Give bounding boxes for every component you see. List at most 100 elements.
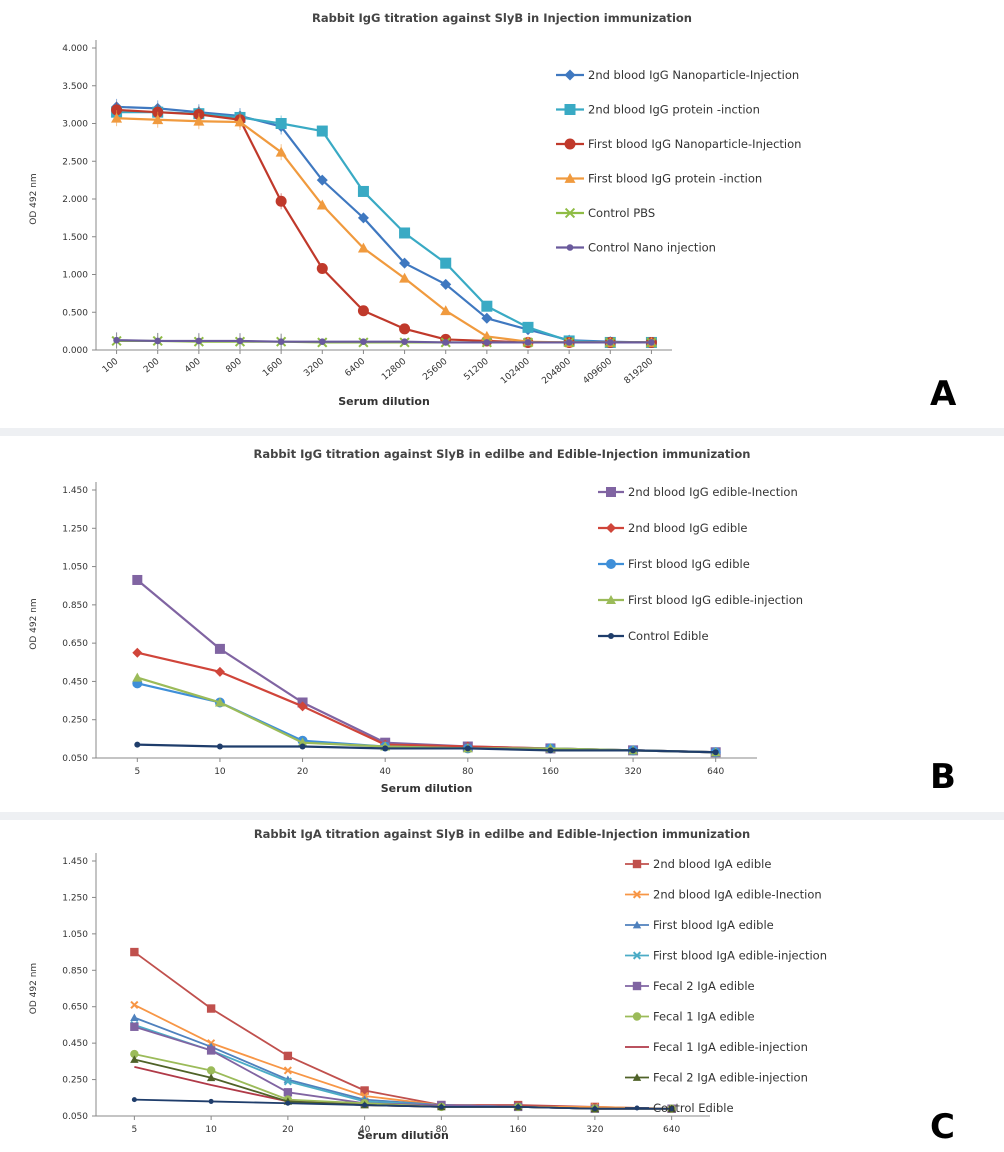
data-point	[152, 114, 164, 125]
legend-swatch-marker	[632, 1073, 642, 1081]
data-point	[316, 125, 328, 137]
data-point	[131, 1097, 137, 1103]
data-point	[440, 278, 452, 290]
x-tick-label: 320	[586, 1125, 603, 1135]
legend-swatch-marker	[632, 981, 642, 991]
x-tick-label: 819200	[623, 356, 656, 386]
data-point	[297, 701, 308, 712]
data-point	[399, 227, 411, 239]
y-tick-label: 1.500	[62, 233, 88, 243]
data-point	[154, 337, 162, 345]
panel-letter: A	[930, 374, 957, 414]
y-tick-label: 0.450	[62, 677, 88, 687]
x-tick-label: 10	[205, 1125, 217, 1135]
y-tick-label: 1.250	[62, 893, 88, 903]
data-point	[360, 338, 367, 345]
legend-label: 2nd blood IgA edible	[653, 857, 771, 871]
data-point	[214, 697, 225, 707]
y-tick-label: 0.500	[62, 308, 88, 318]
y-tick-label: 0.250	[62, 716, 88, 726]
legend-swatch-marker	[564, 173, 576, 183]
series-line	[134, 1016, 672, 1110]
data-point	[206, 1073, 216, 1082]
y-tick-label: 2.500	[62, 157, 88, 167]
legend-label: 2nd blood IgG Nanoparticle-Injection	[588, 68, 799, 82]
legend-label: First blood IgG edible-injection	[628, 593, 803, 607]
x-tick-label: 102400	[499, 356, 532, 386]
data-point	[208, 1098, 214, 1104]
series-line	[137, 682, 716, 754]
data-point	[442, 339, 450, 346]
data-point	[130, 1013, 139, 1022]
legend-label: Fecal 1 IgA edible-injection	[653, 1040, 808, 1054]
data-point	[216, 743, 223, 750]
x-tick-label: 6400	[343, 356, 367, 379]
legend-swatch-marker	[632, 920, 642, 929]
series-group	[130, 1000, 676, 1113]
data-point	[277, 338, 285, 345]
panel-b: Rabbit IgG titration against SlyB in edi…	[0, 436, 1004, 810]
legend-swatch-marker	[634, 1105, 640, 1111]
data-point	[547, 747, 554, 754]
legend-label: Fecal 2 IgA edible-injection	[653, 1071, 808, 1085]
data-point	[206, 1046, 216, 1055]
x-tick-label: 100	[101, 356, 121, 375]
series-group	[111, 98, 657, 348]
data-point	[113, 336, 120, 344]
x-tick-label: 5	[132, 1125, 138, 1135]
legend-swatch-marker	[564, 104, 576, 115]
data-point	[195, 337, 203, 345]
series-group	[113, 332, 655, 350]
data-point	[130, 1022, 139, 1031]
legend-label: Fecal 2 IgA edible	[653, 979, 755, 993]
x-tick-label: 160	[542, 767, 559, 777]
legend-swatch-marker	[606, 523, 616, 533]
data-point	[524, 339, 532, 346]
legend-swatch-marker	[608, 633, 614, 639]
chart-a: Rabbit IgG titration against SlyB in Inj…	[29, 11, 957, 414]
legend-label: Control Edible	[653, 1101, 734, 1115]
data-point	[130, 1055, 139, 1063]
data-point	[283, 1051, 293, 1061]
data-point	[275, 195, 287, 207]
series-line	[116, 339, 652, 344]
data-point	[438, 1104, 444, 1110]
series-line	[116, 117, 652, 344]
series-group	[111, 104, 657, 348]
x-tick-label: 20	[297, 767, 309, 777]
data-point	[440, 305, 452, 316]
x-axis-label: Serum dilution	[338, 395, 430, 408]
data-point	[214, 643, 225, 654]
data-point	[318, 338, 326, 345]
series-group	[130, 947, 676, 1113]
data-point	[440, 257, 452, 269]
data-point	[132, 672, 143, 682]
x-tick-label: 800	[224, 356, 244, 375]
y-tick-label: 0.650	[62, 639, 88, 649]
y-axis-label: OD 492 nm	[29, 598, 39, 649]
series-line	[136, 676, 716, 754]
series-group	[111, 101, 657, 348]
data-point	[522, 321, 534, 333]
x-tick-label: 1600	[261, 356, 285, 379]
x-tick-label: 10	[214, 767, 226, 777]
data-point	[515, 1104, 521, 1110]
data-point	[275, 146, 287, 157]
chart-title: Rabbit IgG titration against SlyB in Inj…	[312, 11, 692, 25]
legend-label: First blood IgA edible-injection	[653, 949, 827, 963]
data-point	[132, 574, 143, 585]
y-tick-label: 0.850	[62, 966, 88, 976]
x-tick-label: 160	[510, 1125, 527, 1135]
chart-b: Rabbit IgG titration against SlyB in edi…	[29, 447, 956, 797]
data-point	[565, 339, 573, 346]
legend-label: Fecal 1 IgA edible	[653, 1010, 755, 1024]
x-tick-label: 40	[359, 1125, 371, 1135]
legend-label: 2nd blood IgA edible-Inection	[653, 888, 822, 902]
y-tick-label: 2.000	[62, 195, 88, 205]
data-point	[464, 745, 471, 752]
x-tick-label: 40	[379, 767, 391, 777]
data-point	[481, 312, 493, 324]
x-tick-label: 20	[282, 1125, 294, 1135]
legend-swatch-marker	[632, 859, 642, 869]
data-point	[712, 749, 719, 756]
